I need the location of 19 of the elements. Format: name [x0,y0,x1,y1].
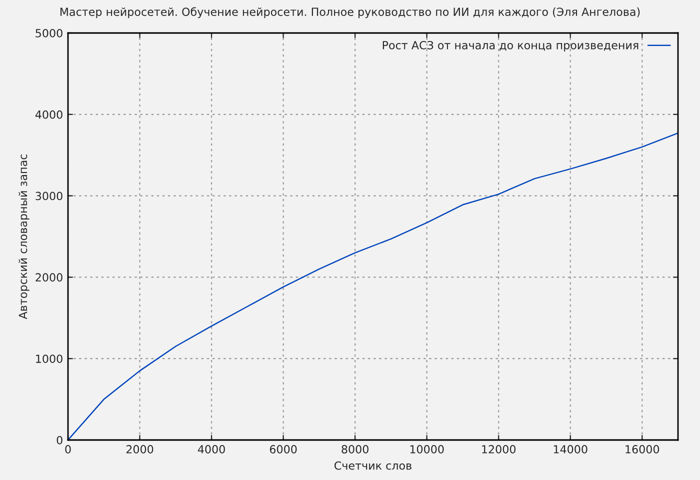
chart-title: Мастер нейросетей. Обучение нейросети. Полное руководство по ИИ для каждого (Эля Ангелова) [60,7,640,18]
y-axis-title: Авторский словарный запас [18,154,30,320]
y-tick-label: 2000 [36,273,62,282]
x-tick-label: 2000 [126,445,154,454]
legend-label: Рост АСЗ от начала до конца произведения [382,40,638,52]
x-axis-title: Счетчик слов [334,461,412,470]
x-tick-label: 4000 [198,445,225,454]
x-tick-label: 6000 [270,445,297,454]
y-tick-label: 0 [56,436,62,444]
x-tick-label: 14000 [554,445,588,454]
x-tick-label: 12000 [482,445,516,454]
x-tick-label: 16000 [626,445,660,454]
y-tick-label: 5000 [36,28,62,38]
x-tick-label: 0 [65,445,71,454]
x-tick-label: 10000 [410,445,444,454]
y-tick-label: 4000 [35,110,62,119]
x-tick-label: 8000 [342,445,368,454]
y-tick-label: 3000 [36,192,62,200]
y-tick-label: 1000 [36,354,62,363]
